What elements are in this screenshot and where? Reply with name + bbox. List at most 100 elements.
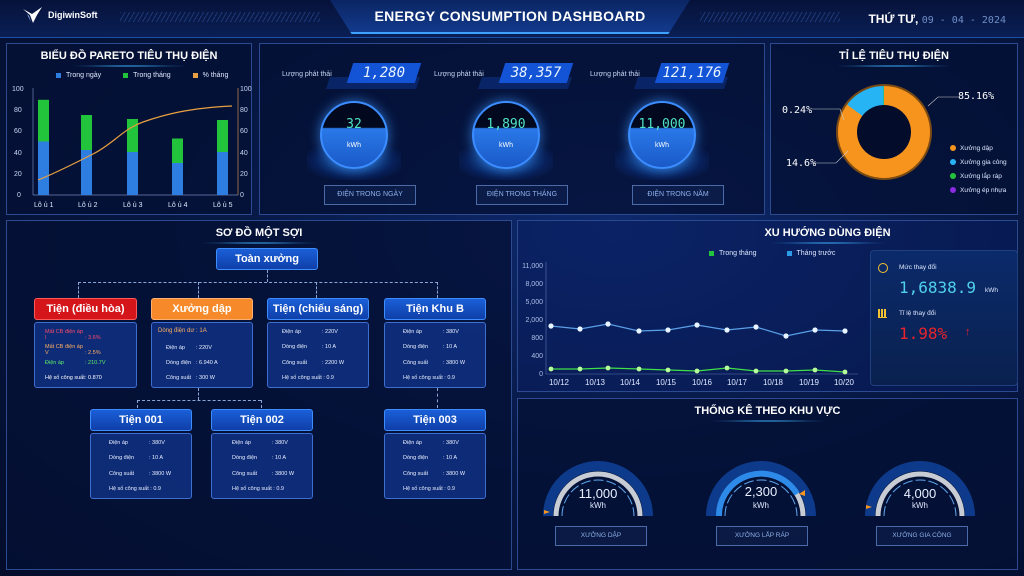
svg-text:Lô ủ 3: Lô ủ 3 xyxy=(123,201,143,209)
node-tien-dieu-hoa[interactable]: Tiện (điều hòa) xyxy=(34,298,137,320)
svg-text:60: 60 xyxy=(14,128,22,135)
gauge-xuong-dap xyxy=(543,461,653,517)
svg-text:8,000: 8,000 xyxy=(525,281,543,288)
svg-text:800: 800 xyxy=(531,335,543,342)
area-panel: THỐNG KÊ THEO KHU VỰC xyxy=(517,398,1018,570)
diagram-title: SƠ ĐỒ MỘT SỢI xyxy=(7,227,511,244)
legend-item: Trong tháng xyxy=(123,72,171,79)
day-button[interactable]: ĐIỆN TRONG NGÀY xyxy=(324,185,416,205)
svg-text:0: 0 xyxy=(240,192,244,199)
xuong-dap-button[interactable]: XƯỞNG DẬP xyxy=(555,526,647,546)
meter-day: Lượng phát thải 1,280 32 kWh ĐIỆN TRONG … xyxy=(272,50,432,210)
svg-text:10/14: 10/14 xyxy=(620,378,641,387)
area-title: THỐNG KÊ THEO KHU VỰC xyxy=(518,405,1017,422)
svg-text:Lô ủ 1: Lô ủ 1 xyxy=(34,201,54,209)
legend-item: Xưởng ép nhựa xyxy=(950,184,1007,198)
page-title: ENERGY CONSUMPTION DASHBOARD xyxy=(374,8,646,24)
bar-chart-icon xyxy=(878,309,887,318)
gauge-unit: kWh xyxy=(590,501,606,510)
emission-value: 1,280 xyxy=(362,65,406,81)
change-label: Mức thay đổi xyxy=(899,264,937,271)
node-details: Điện áp: 380V Dòng điện: 10 A Công suất:… xyxy=(211,433,313,499)
label-xuong-gia-cong: 14.6% xyxy=(786,158,817,169)
weekday: THỨ TƯ, xyxy=(868,12,919,26)
change-value: 1,6838.9 xyxy=(899,278,977,297)
arrow-up-icon: ↑ xyxy=(965,326,971,338)
gauge-value: 11,000 xyxy=(578,486,618,501)
pareto-title: BIỂU ĐỒ PARETO TIÊU THỤ ĐIỆN xyxy=(7,50,251,67)
trend-title: XU HƯỚNG DÙNG ĐIỆN xyxy=(638,227,1017,244)
node-tien-002[interactable]: Tiện 002 xyxy=(211,409,313,431)
diagram-panel: SƠ ĐỒ MỘT SỢI xyxy=(6,220,512,570)
svg-text:80: 80 xyxy=(14,107,22,114)
node-tien-001[interactable]: Tiện 001 xyxy=(90,409,192,431)
node-xuong-dap[interactable]: Xưởng dập xyxy=(151,298,253,320)
svg-text:0: 0 xyxy=(539,371,543,378)
gauge-value: 4,000 xyxy=(903,486,937,501)
gauge-xuong-gia-cong xyxy=(865,461,975,517)
date-value: 09 - 04 - 2024 xyxy=(921,15,1006,26)
label-xuong-lap-rap: 0.24% xyxy=(782,105,813,116)
node-tien-003[interactable]: Tiện 003 xyxy=(384,409,486,431)
change-unit: kWh xyxy=(985,287,998,294)
svg-text:10/17: 10/17 xyxy=(727,378,748,387)
year-button[interactable]: ĐIỆN TRONG NĂM xyxy=(632,185,724,205)
xuong-lap-rap-button[interactable]: XƯỞNG LẮP RÁP xyxy=(716,526,808,546)
node-details: Điện áp: 380V Dòng điện: 10 A Công suất:… xyxy=(384,322,486,388)
node-details: Dòng điện dư : 1A Điện áp: 220V Dòng điệ… xyxy=(151,322,253,388)
svg-text:40: 40 xyxy=(240,150,248,157)
svg-text:Lô ủ 5: Lô ủ 5 xyxy=(213,201,233,209)
gauge-value: 2,300 xyxy=(744,484,778,499)
donut-chart xyxy=(836,84,932,180)
svg-text:10/20: 10/20 xyxy=(834,378,855,387)
svg-text:100: 100 xyxy=(240,86,252,93)
svg-text:10/12: 10/12 xyxy=(549,378,570,387)
svg-text:80: 80 xyxy=(240,107,248,114)
trend-legend: Trong tháng Tháng trước xyxy=(709,250,835,257)
node-root[interactable]: Toàn xưởng xyxy=(216,248,318,270)
svg-text:10/18: 10/18 xyxy=(763,378,784,387)
ratio-legend: Xưởng dập Xưởng gia công Xưởng lắp ráp X… xyxy=(950,142,1007,198)
logo[interactable]: DigiwinSoft xyxy=(22,6,98,24)
rate-value: 1.98% xyxy=(899,324,948,343)
node-details: Điện áp: 380V Dòng điện: 10 A Công suất:… xyxy=(90,433,192,499)
date-display: THỨ TƯ, 09 - 04 - 2024 xyxy=(868,12,1006,26)
svg-text:60: 60 xyxy=(240,128,248,135)
meter-month: Lượng phát thải 38,357 1,890 kWh ĐIỆN TR… xyxy=(424,50,584,210)
legend-item: Xưởng lắp ráp xyxy=(950,170,1007,184)
legend-item: Trong ngày xyxy=(56,72,101,79)
svg-text:Lô ủ 2: Lô ủ 2 xyxy=(78,201,98,209)
meter-value: 1,890 xyxy=(486,117,526,132)
header-decoration xyxy=(120,12,320,22)
pareto-chart: 100 80 60 40 20 0 100 80 60 40 20 0 Lô ủ 1 Lô ủ 2… xyxy=(12,86,252,209)
svg-text:100: 100 xyxy=(12,86,24,93)
xuong-gia-cong-button[interactable]: XƯỞNG GIA CÔNG xyxy=(876,526,968,546)
legend-item: Tháng trước xyxy=(786,250,835,257)
gauge-unit: kWh xyxy=(912,501,928,510)
logo-icon xyxy=(23,7,42,23)
node-tien-chieu-sang[interactable]: Tiện (chiếu sáng) xyxy=(267,298,369,320)
gauge-icon xyxy=(878,263,888,273)
gauge-xuong-lap-rap xyxy=(706,461,816,517)
header-decoration xyxy=(700,12,840,22)
header-title-plate xyxy=(330,0,690,34)
svg-text:400: 400 xyxy=(531,353,543,360)
legend-item: Xưởng gia công xyxy=(950,156,1007,170)
node-details: Mất CB điện áp I: 3.6% Mất CB điện áp V:… xyxy=(34,322,137,388)
month-button[interactable]: ĐIỆN TRONG THÁNG xyxy=(476,185,568,205)
node-tien-khu-b[interactable]: Tiện Khu B xyxy=(384,298,486,320)
gauge-unit: kWh xyxy=(753,501,769,510)
svg-text:11,000: 11,000 xyxy=(522,263,543,270)
svg-text:20: 20 xyxy=(14,171,22,178)
svg-text:10/19: 10/19 xyxy=(799,378,820,387)
change-stats: Mức thay đổi 1,6838.9 kWh Tỉ lệ thay đổi… xyxy=(870,250,1018,386)
legend-item: Xưởng dập xyxy=(950,142,1007,156)
label-xuong-dap: 85.16% xyxy=(958,91,995,102)
trend-line-chart: 11,000 8,000 5,000 2,000 800 400 0 10/12 10/13… xyxy=(522,262,858,387)
svg-text:10/16: 10/16 xyxy=(692,378,713,387)
emission-value: 121,176 xyxy=(662,65,722,81)
svg-text:Lô ủ 4: Lô ủ 4 xyxy=(168,201,188,209)
svg-text:10/13: 10/13 xyxy=(585,378,606,387)
svg-text:20: 20 xyxy=(240,171,248,178)
meter-value: 11,000 xyxy=(638,117,686,132)
